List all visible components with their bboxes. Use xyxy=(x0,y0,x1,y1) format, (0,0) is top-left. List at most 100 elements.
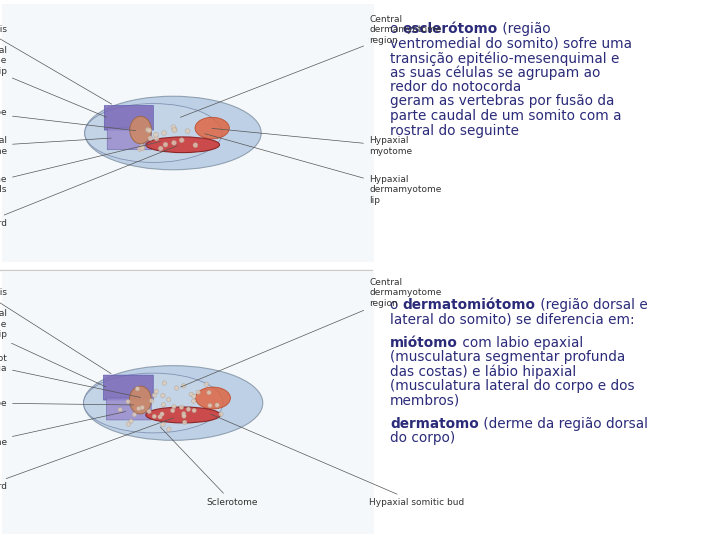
Text: rostral do seguinte: rostral do seguinte xyxy=(390,124,519,138)
Text: miótomo: miótomo xyxy=(390,336,458,350)
Text: esclerótomo: esclerótomo xyxy=(402,22,498,36)
Circle shape xyxy=(132,413,137,417)
Text: Epidermis: Epidermis xyxy=(0,25,112,104)
Ellipse shape xyxy=(85,104,222,163)
Circle shape xyxy=(179,405,184,409)
Ellipse shape xyxy=(146,137,220,153)
Circle shape xyxy=(161,402,166,407)
Circle shape xyxy=(126,400,130,404)
Text: Hypaxial somitic bud: Hypaxial somitic bud xyxy=(210,414,464,507)
Text: as suas células se agrupam ao: as suas células se agrupam ao xyxy=(390,65,600,80)
Circle shape xyxy=(181,411,186,416)
Text: (região dorsal e: (região dorsal e xyxy=(536,298,647,312)
Ellipse shape xyxy=(196,387,230,409)
Text: (musculatura lateral do corpo e dos: (musculatura lateral do corpo e dos xyxy=(390,379,634,393)
Circle shape xyxy=(161,422,165,427)
FancyBboxPatch shape xyxy=(104,375,153,400)
Text: redor do notocorda: redor do notocorda xyxy=(390,80,521,94)
Circle shape xyxy=(204,382,209,387)
Text: Central
dermamyotome
region: Central dermamyotome region xyxy=(181,278,441,387)
Circle shape xyxy=(171,408,175,413)
Circle shape xyxy=(181,383,186,388)
Circle shape xyxy=(160,412,164,416)
Text: Epaxial
dermamyotome
lip: Epaxial dermamyotome lip xyxy=(0,309,106,387)
Circle shape xyxy=(172,127,177,133)
Circle shape xyxy=(207,390,211,395)
Circle shape xyxy=(129,419,133,423)
Text: o: o xyxy=(390,22,402,36)
Text: Sclerotome
cells: Sclerotome cells xyxy=(0,141,161,194)
Text: com labio epaxial: com labio epaxial xyxy=(458,336,583,350)
Circle shape xyxy=(215,403,220,407)
Bar xyxy=(2,272,374,534)
Ellipse shape xyxy=(145,407,220,423)
Text: o: o xyxy=(390,298,402,312)
Circle shape xyxy=(154,389,158,394)
Circle shape xyxy=(137,407,141,411)
Circle shape xyxy=(172,404,176,409)
Circle shape xyxy=(158,146,163,151)
Circle shape xyxy=(118,408,122,412)
Text: (derme da região dorsal: (derme da região dorsal xyxy=(479,417,648,431)
Circle shape xyxy=(126,422,130,427)
Circle shape xyxy=(183,420,187,424)
Circle shape xyxy=(192,394,196,399)
FancyBboxPatch shape xyxy=(107,398,151,420)
FancyBboxPatch shape xyxy=(104,105,153,130)
Circle shape xyxy=(148,136,153,141)
Text: Hypaxial
dermamyotome
lip: Hypaxial dermamyotome lip xyxy=(205,134,441,205)
Text: ventromedial do somito) sofre uma: ventromedial do somito) sofre uma xyxy=(390,37,632,51)
Circle shape xyxy=(189,392,194,396)
Circle shape xyxy=(192,408,197,413)
Ellipse shape xyxy=(84,366,263,440)
Circle shape xyxy=(185,129,190,133)
Circle shape xyxy=(167,427,171,431)
Ellipse shape xyxy=(130,386,151,414)
Circle shape xyxy=(192,399,196,403)
Text: geram as vertebras por fusão da: geram as vertebras por fusão da xyxy=(390,94,614,109)
Circle shape xyxy=(140,146,145,151)
Bar xyxy=(2,4,374,262)
Circle shape xyxy=(208,403,212,408)
Text: (musculatura segmentar profunda: (musculatura segmentar profunda xyxy=(390,350,625,364)
Text: (região: (região xyxy=(498,22,551,36)
Circle shape xyxy=(161,394,165,398)
Circle shape xyxy=(140,144,145,149)
Text: Epaxial
myotome: Epaxial myotome xyxy=(0,136,112,156)
Text: lateral do somito) se diferencia em:: lateral do somito) se diferencia em: xyxy=(390,313,634,327)
FancyBboxPatch shape xyxy=(107,128,151,150)
Circle shape xyxy=(172,127,177,132)
Circle shape xyxy=(219,412,223,416)
Text: membros): membros) xyxy=(390,394,460,408)
Text: Dorsal root
ganglia: Dorsal root ganglia xyxy=(0,354,140,397)
Circle shape xyxy=(181,414,186,418)
Ellipse shape xyxy=(85,96,261,170)
Circle shape xyxy=(179,138,184,143)
Text: do corpo): do corpo) xyxy=(390,431,455,446)
Circle shape xyxy=(153,132,158,137)
Ellipse shape xyxy=(130,116,151,144)
Text: dermatomo: dermatomo xyxy=(390,417,479,431)
Circle shape xyxy=(152,393,156,397)
Text: Hypaxial
myotome: Hypaxial myotome xyxy=(212,129,412,156)
Circle shape xyxy=(174,386,179,390)
Circle shape xyxy=(149,399,154,403)
Text: Epaxial
dermamyotome
lip: Epaxial dermamyotome lip xyxy=(0,46,107,117)
Circle shape xyxy=(163,142,168,147)
Circle shape xyxy=(193,143,198,147)
Text: Epidermis: Epidermis xyxy=(0,288,111,374)
Text: Neural tube: Neural tube xyxy=(0,399,134,408)
Text: Neural tube: Neural tube xyxy=(0,108,136,131)
Text: Notochord: Notochord xyxy=(0,146,177,228)
Circle shape xyxy=(145,127,150,132)
Text: dermatomiótomo: dermatomiótomo xyxy=(402,298,536,312)
Circle shape xyxy=(152,414,156,418)
Circle shape xyxy=(161,131,166,136)
Circle shape xyxy=(166,397,171,402)
Circle shape xyxy=(196,390,200,394)
Circle shape xyxy=(147,409,151,414)
Text: Sclerotome: Sclerotome xyxy=(160,427,258,507)
Circle shape xyxy=(171,140,176,145)
Ellipse shape xyxy=(84,373,223,433)
Text: Central
dermamyotome
region: Central dermamyotome region xyxy=(181,15,441,117)
